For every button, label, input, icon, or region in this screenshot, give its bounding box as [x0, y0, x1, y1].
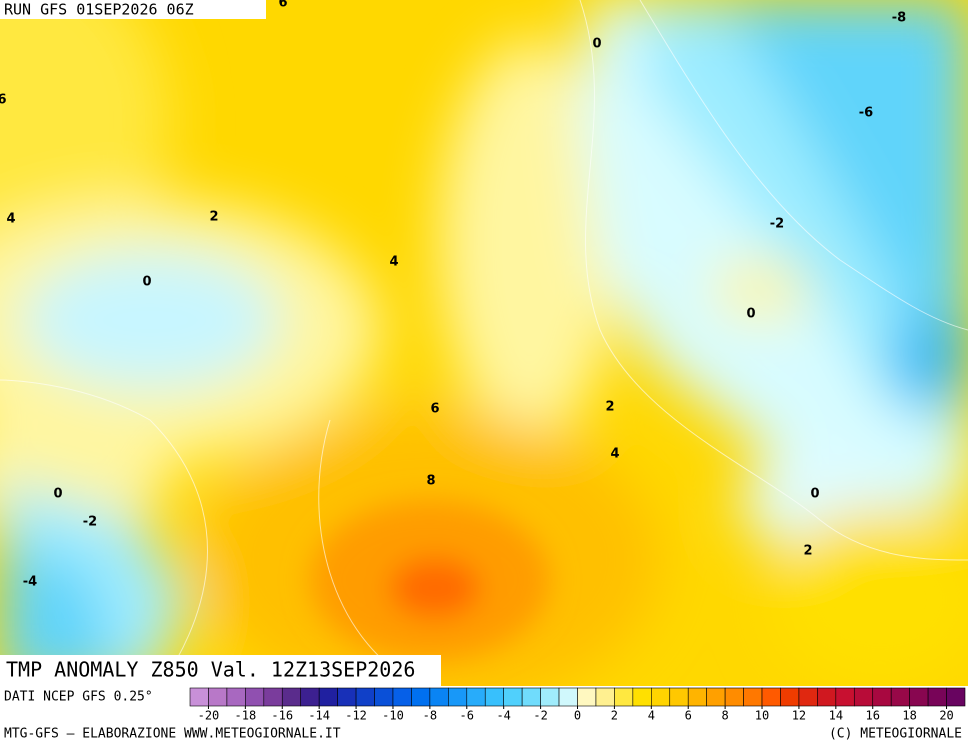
- colorbar-tick-label: 18: [902, 709, 916, 723]
- contour-label: -8: [892, 11, 906, 26]
- contour-label: 2: [209, 210, 218, 225]
- colorbar-swatch: [632, 687, 652, 707]
- copyright-label: (C) METEOGIORNALE: [829, 727, 962, 742]
- colorbar-swatch: [780, 687, 800, 707]
- colorbar-swatch: [651, 687, 671, 707]
- colorbar-swatch: [189, 687, 209, 707]
- colorbar-tick-label: -10: [382, 709, 404, 723]
- contour-label: 2: [803, 544, 812, 559]
- contour-label: 0: [53, 487, 62, 502]
- colorbar-swatch: [466, 687, 486, 707]
- colorbar-swatch: [761, 687, 781, 707]
- colorbar-swatch: [318, 687, 338, 707]
- colorbar-tick-label: 8: [722, 709, 729, 723]
- contour-label: 0: [592, 37, 601, 52]
- colorbar-swatch: [429, 687, 449, 707]
- contour-label: 2: [605, 400, 614, 415]
- colorbar-swatch: [724, 687, 744, 707]
- colorbar-tick-label: 4: [648, 709, 655, 723]
- colorbar-tick-label: 2: [611, 709, 618, 723]
- colorbar-tick-label: -2: [533, 709, 547, 723]
- colorbar-swatch: [300, 687, 320, 707]
- contour-label: 6: [430, 402, 439, 417]
- colorbar-swatch: [817, 687, 837, 707]
- colorbar-swatch: [521, 687, 541, 707]
- colorbar-tick-label: -16: [271, 709, 293, 723]
- contour-label: -6: [859, 106, 873, 121]
- map-title: TMP ANOMALY Z850 Val. 12Z13SEP2026: [6, 658, 415, 682]
- contour-label: 0: [810, 487, 819, 502]
- colorbar-swatch: [909, 687, 929, 707]
- colorbar-tick-label: -6: [460, 709, 474, 723]
- contour-labels: 6 -8 0 6 -6 4 2 -2 4 0 0 6 2 4 8 0 0 -2 2 -4: [0, 0, 906, 590]
- contour-label: 6: [0, 93, 7, 108]
- colorbar-swatch: [595, 687, 615, 707]
- colorbar-swatch: [577, 687, 597, 707]
- contour-label: 0: [746, 307, 755, 322]
- colorbar-swatch: [411, 687, 431, 707]
- colorbar-tick-label: 12: [792, 709, 806, 723]
- colorbar-swatch: [484, 687, 504, 707]
- colorbar-swatch: [208, 687, 228, 707]
- colorbar-swatch: [374, 687, 394, 707]
- title-box: [0, 655, 441, 686]
- colorbar-swatch: [872, 687, 892, 707]
- colorbar-swatch: [355, 687, 375, 707]
- colorbar-swatch: [743, 687, 763, 707]
- colorbar-swatch: [337, 687, 357, 707]
- colorbar: -20 -18 -16 -14 -12 -10 -8 -6 -4 -2 0 2 4 6 8 10 12 14 16 1…: [189, 687, 966, 723]
- colorbar-swatch: [226, 687, 246, 707]
- colorbar-tick-label: -8: [423, 709, 437, 723]
- contour-label: -4: [23, 575, 37, 590]
- credit-label: MTG-GFS — ELABORAZIONE WWW.METEOGIORNALE…: [4, 727, 341, 742]
- colorbar-swatch: [687, 687, 707, 707]
- run-label: RUN GFS 01SEP2026 06Z: [4, 1, 194, 19]
- colorbar-tick-label: 0: [574, 709, 581, 723]
- colorbar-swatch: [853, 687, 874, 707]
- colorbar-swatch: [890, 687, 910, 707]
- colorbar-swatch: [927, 687, 947, 707]
- colorbar-swatch: [540, 687, 560, 707]
- colorbar-tick-label: 20: [939, 709, 953, 723]
- colorbar-tick-label: 14: [829, 709, 843, 723]
- contour-label: 4: [389, 255, 398, 270]
- colorbar-tick-label: -14: [308, 709, 330, 723]
- map: [0, 0, 968, 686]
- colorbar-swatch: [835, 687, 855, 707]
- source-label: DATI NCEP GFS 0.25°: [4, 690, 153, 705]
- colorbar-swatch: [503, 687, 523, 707]
- colorbar-swatch: [798, 687, 818, 707]
- contour-label: -2: [770, 217, 784, 232]
- colorbar-swatch: [263, 687, 283, 707]
- colorbar-swatch: [669, 687, 689, 707]
- colorbar-tick-label: -12: [345, 709, 367, 723]
- colorbar-swatch: [706, 687, 726, 707]
- colorbar-tick-label: 6: [685, 709, 692, 723]
- colorbar-tick-label: 16: [866, 709, 880, 723]
- colorbar-tick-label: -4: [496, 709, 510, 723]
- colorbar-swatch: [448, 687, 468, 707]
- contour-label: 4: [610, 447, 619, 462]
- contour-label: 0: [142, 275, 151, 290]
- contour-label: 8: [426, 474, 435, 489]
- contour-label: 4: [6, 212, 15, 227]
- contour-label: 6: [278, 0, 287, 11]
- colorbar-swatch: [392, 687, 412, 707]
- colorbar-swatch: [614, 687, 634, 707]
- colorbar-swatch: [281, 687, 302, 707]
- colorbar-swatch: [245, 687, 265, 707]
- colorbar-tick-label: 10: [755, 709, 769, 723]
- run-box: [0, 0, 266, 19]
- colorbar-swatch: [946, 687, 966, 707]
- colorbar-tick-label: -20: [198, 709, 220, 723]
- colorbar-swatch: [558, 687, 578, 707]
- colorbar-tick-label: -18: [235, 709, 257, 723]
- contour-label: -2: [83, 515, 97, 530]
